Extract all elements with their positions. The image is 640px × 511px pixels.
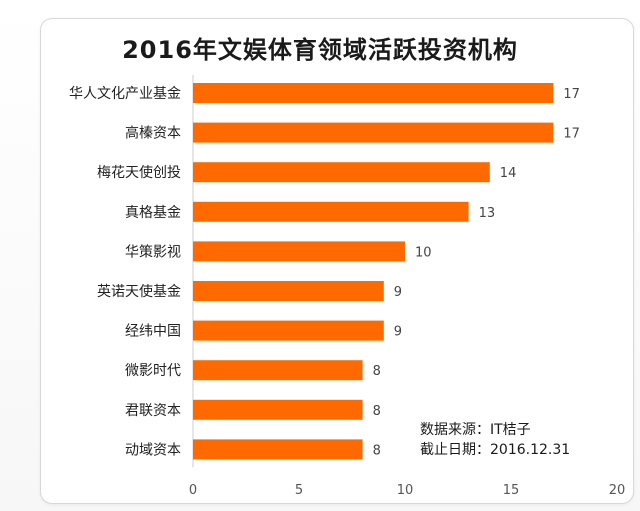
date-text: 截止日期：2016.12.31 xyxy=(420,442,571,458)
x-tick-label: 15 xyxy=(503,483,520,498)
source-note: 数据来源：IT桔子 截止日期：2016.12.31 xyxy=(420,420,570,460)
bar xyxy=(193,399,363,420)
chart-title: 2016年文娱体育领域活跃投资机构 xyxy=(122,36,518,64)
category-label: 动域资本 xyxy=(125,442,181,458)
bar xyxy=(193,281,384,301)
source-text: 数据来源：IT桔子 xyxy=(420,422,531,438)
bar xyxy=(193,320,384,341)
bar xyxy=(193,201,469,222)
value-label: 9 xyxy=(394,325,402,340)
x-tick-label: 10 xyxy=(397,483,414,498)
category-label: 华人文化产业基金 xyxy=(69,85,181,102)
x-tick-label: 20 xyxy=(609,483,626,498)
value-label: 8 xyxy=(373,443,381,458)
value-label: 17 xyxy=(563,127,580,142)
value-label: 8 xyxy=(373,404,381,419)
bar xyxy=(193,162,490,183)
x-tick-label: 5 xyxy=(295,483,303,498)
value-label: 14 xyxy=(500,166,517,181)
category-label: 梅花天使创投 xyxy=(97,164,181,181)
category-label: 华策影视 xyxy=(125,243,181,260)
value-label: 17 xyxy=(563,87,580,102)
value-label: 9 xyxy=(394,285,402,300)
x-tick-label: 0 xyxy=(189,483,197,498)
bar xyxy=(193,83,554,103)
category-label: 经纬中国 xyxy=(125,324,181,340)
value-label: 8 xyxy=(373,364,381,379)
category-label: 真格基金 xyxy=(125,204,181,221)
value-label: 13 xyxy=(479,206,496,221)
bar xyxy=(193,122,554,143)
category-label: 高榛资本 xyxy=(125,125,181,142)
value-label: 10 xyxy=(415,245,432,260)
bar xyxy=(193,439,363,460)
bar xyxy=(193,241,405,262)
category-label: 英诺天使基金 xyxy=(97,283,181,300)
category-label: 君联资本 xyxy=(125,403,181,419)
bar xyxy=(193,360,363,381)
category-label: 微影时代 xyxy=(125,363,181,379)
